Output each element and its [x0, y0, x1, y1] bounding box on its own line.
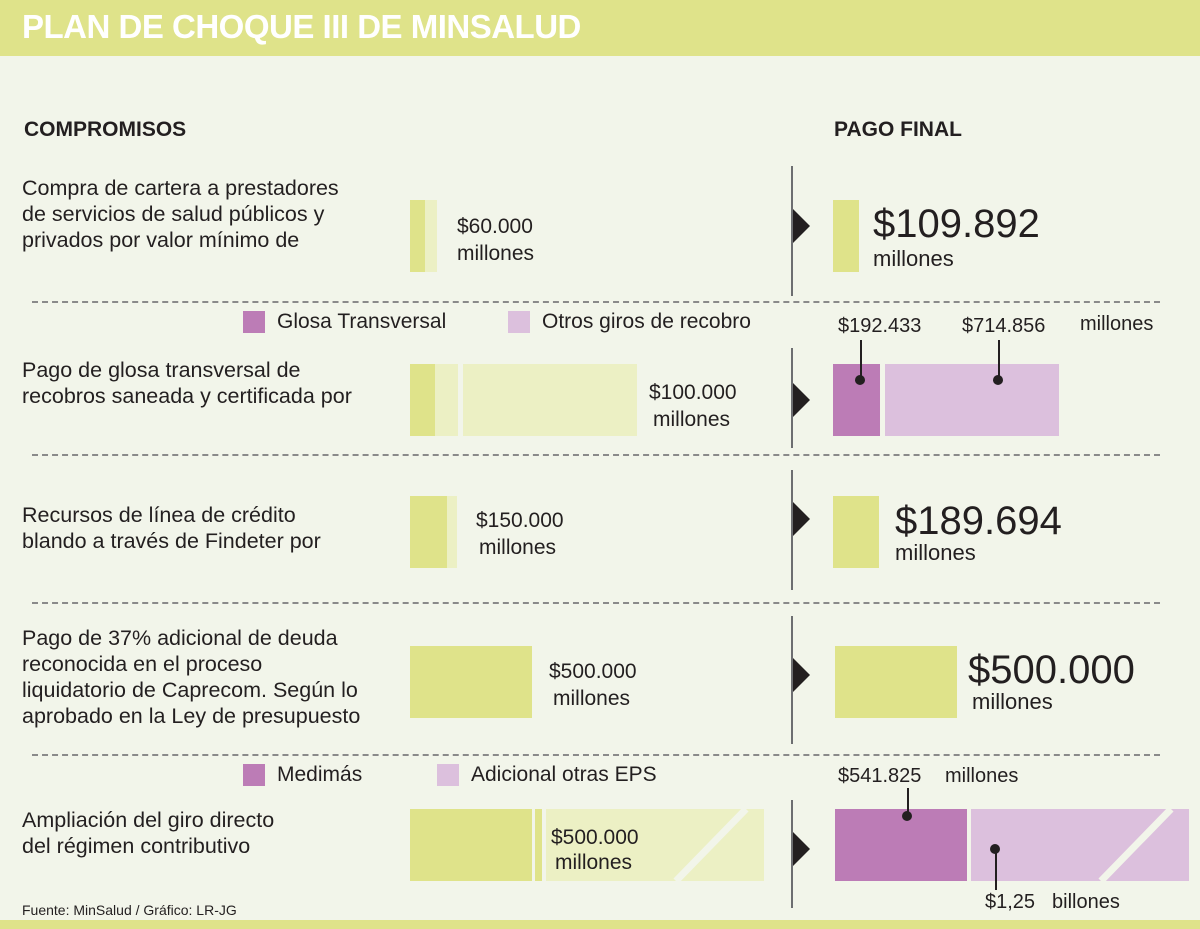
row-1-final-unit: millones	[873, 246, 954, 271]
row-5-final-bar-medimas	[835, 809, 967, 881]
pointer-dot	[902, 811, 912, 821]
row-4-final-bar	[835, 646, 957, 718]
desc-line: Compra de cartera a prestadores	[22, 176, 339, 200]
legend-swatch-otros-giros	[508, 311, 530, 333]
desc-line: privados por valor mínimo de	[22, 228, 300, 252]
row-1-commit-bar-remainder	[425, 200, 437, 272]
arrow-right-icon	[793, 832, 810, 866]
divider-line	[791, 800, 793, 908]
bottom-bar	[0, 920, 1200, 929]
desc-line: liquidatorio de Caprecom. Según lo	[22, 678, 358, 702]
row-5-final-bar-otras-eps	[971, 809, 1189, 881]
pointer-line	[998, 340, 1000, 380]
row-3-commit-bar-remainder	[447, 496, 457, 568]
row-5-final-a-unit: millones	[945, 765, 1019, 787]
row-1-commit-unit: millones	[457, 242, 535, 265]
row-5-commit-bar	[410, 809, 532, 881]
row-2-commit-unit: millones	[653, 408, 731, 431]
divider-line	[791, 348, 793, 448]
row-separator	[32, 454, 1160, 456]
row-2-commit-bar-extra	[463, 364, 637, 436]
pointer-dot	[855, 375, 865, 385]
row-1-commit-bar	[410, 200, 425, 272]
row-5-commit-bar-edge	[535, 809, 542, 881]
column-header-compromisos: COMPROMISOS	[24, 118, 187, 141]
desc-line: Pago de 37% adicional de deuda	[22, 626, 338, 650]
row-3-commit-bar	[410, 496, 447, 568]
row-2-final-bar-otros	[885, 364, 1059, 436]
row-4-description: Pago de 37% adicional de deuda reconocid…	[22, 625, 402, 729]
arrow-right-icon	[793, 502, 810, 536]
row-3-commit-unit: millones	[479, 536, 557, 559]
row-5-final-a: $541.825	[838, 765, 922, 787]
row-2-final-unit: millones	[1080, 313, 1154, 335]
desc-line: Recursos de línea de crédito	[22, 503, 296, 527]
row-5-commit-unit: millones	[555, 851, 633, 874]
desc-line: blando a través de Findeter por	[22, 529, 321, 553]
legend-label-otras-eps: Adicional otras EPS	[471, 763, 657, 786]
row-1-final-amount: $109.892	[873, 202, 1040, 246]
row-4-commit-unit: millones	[553, 687, 631, 710]
divider-line	[791, 166, 793, 296]
row-4-commit-bar	[410, 646, 532, 718]
divider-line	[791, 616, 793, 744]
desc-line: recobros saneada y certificada por	[22, 384, 352, 408]
row-3-description: Recursos de línea de crédito blando a tr…	[22, 502, 402, 554]
legend-swatch-medimas	[243, 764, 265, 786]
legend-swatch-otras-eps	[437, 764, 459, 786]
row-5-commit-amount: $500.000	[551, 826, 639, 849]
row-2-commit-bar	[410, 364, 435, 436]
row-2-final-b: $714.856	[962, 315, 1046, 337]
desc-line: aprobado en la Ley de presupuesto	[22, 704, 361, 728]
title-bar	[0, 0, 1200, 56]
row-5-final-b: $1,25	[985, 891, 1036, 913]
pointer-dot	[993, 375, 1003, 385]
source-credit: Fuente: MinSalud / Gráfico: LR-JG	[22, 902, 237, 918]
desc-line: reconocida en el proceso	[22, 652, 263, 676]
desc-line: Ampliación del giro directo	[22, 808, 275, 832]
legend-label-glosa: Glosa Transversal	[277, 310, 447, 333]
row-separator	[32, 602, 1160, 604]
row-separator	[32, 301, 1160, 303]
row-4-final-unit: millones	[972, 689, 1053, 714]
row-3-final-unit: millones	[895, 540, 976, 565]
row-5-final-b-unit: billones	[1052, 891, 1120, 913]
row-2-final-a: $192.433	[838, 315, 922, 337]
row-1-commit-amount: $60.000	[457, 215, 533, 238]
arrow-right-icon	[793, 658, 810, 692]
divider-line	[791, 470, 793, 590]
row-2-description: Pago de glosa transversal de recobros sa…	[22, 357, 402, 409]
page-title: PLAN DE CHOQUE III DE MINSALUD	[22, 8, 581, 45]
arrow-right-icon	[793, 209, 810, 243]
row-4-final-amount: $500.000	[968, 648, 1135, 692]
row-separator	[32, 754, 1160, 756]
desc-line: de servicios de salud públicos y	[22, 202, 325, 226]
pointer-line	[907, 788, 909, 816]
arrow-right-icon	[793, 383, 810, 417]
desc-line: del régimen contributivo	[22, 834, 251, 858]
row-3-commit-amount: $150.000	[476, 509, 564, 532]
column-header-pago-final: PAGO FINAL	[834, 118, 962, 141]
pointer-line	[995, 850, 997, 890]
desc-line: Pago de glosa transversal de	[22, 358, 301, 382]
pointer-dot	[990, 844, 1000, 854]
pointer-line	[860, 340, 862, 380]
row-2-commit-amount: $100.000	[649, 381, 737, 404]
row-1-final-bar	[833, 200, 859, 272]
row-2-commit-bar-remainder	[435, 364, 458, 436]
row-3-final-bar	[833, 496, 879, 568]
row-5-commit-bar-extended	[546, 809, 764, 881]
row-4-commit-amount: $500.000	[549, 660, 637, 683]
legend-swatch-glosa	[243, 311, 265, 333]
row-3-final-amount: $189.694	[895, 499, 1062, 543]
row-5-description: Ampliación del giro directo del régimen …	[22, 807, 402, 859]
legend-label-otros-giros: Otros giros de recobro	[542, 310, 751, 333]
legend-label-medimas: Medimás	[277, 763, 363, 786]
row-1-description: Compra de cartera a prestadores de servi…	[22, 175, 402, 253]
